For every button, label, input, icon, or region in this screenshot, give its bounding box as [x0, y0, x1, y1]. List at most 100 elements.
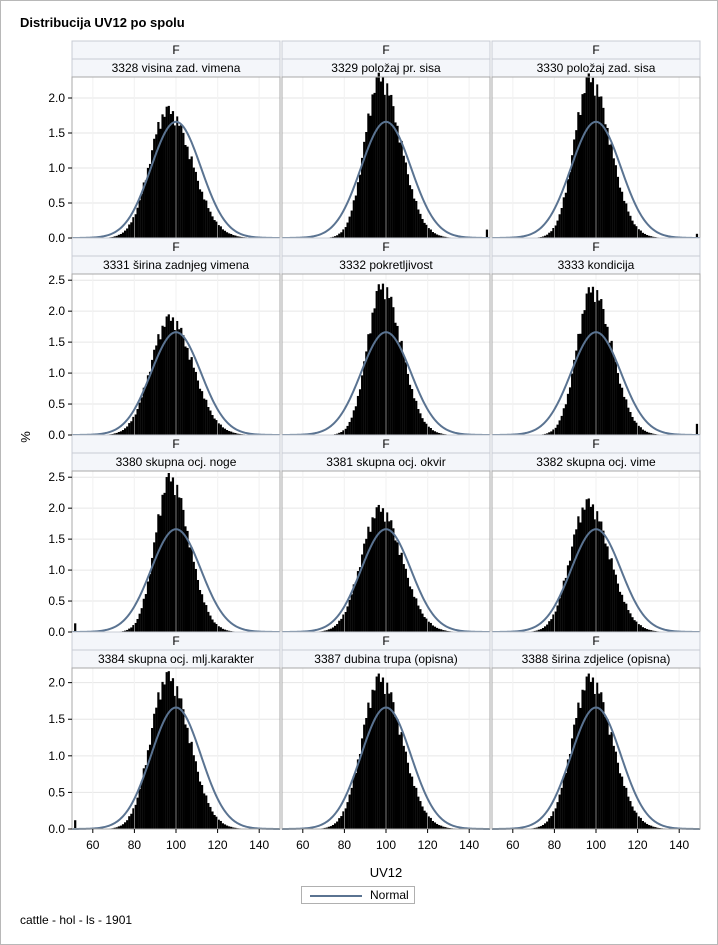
histogram-bar	[392, 702, 395, 829]
histogram-bar	[344, 611, 347, 632]
histogram-bar	[186, 530, 189, 632]
histogram-bar	[417, 209, 420, 238]
histogram-bar	[126, 426, 129, 435]
histogram-bar	[209, 410, 212, 435]
histogram-bar	[552, 811, 555, 829]
histogram-bar	[562, 580, 565, 632]
histogram-bar	[148, 574, 152, 632]
histogram-bar	[444, 236, 447, 238]
histogram-bar	[589, 292, 592, 435]
histogram-bar	[196, 180, 200, 238]
histogram-bar	[552, 429, 555, 435]
histogram-bar	[354, 195, 358, 238]
histogram-bar	[161, 681, 164, 829]
y-tick-label: 2.0	[48, 91, 65, 105]
histogram-bar	[200, 191, 204, 238]
facet-trait-label: 3328 visina zad. vimena	[112, 61, 241, 75]
histogram-bar	[373, 690, 376, 829]
histogram-bar	[132, 217, 135, 238]
histogram-bar	[602, 702, 605, 829]
histogram-bar	[342, 430, 345, 435]
histogram-bar	[173, 125, 177, 238]
histogram-bar	[546, 433, 549, 435]
histogram-bar	[173, 495, 177, 632]
histogram-bar	[134, 214, 137, 238]
x-tick-label: 60	[506, 838, 520, 852]
histogram-bar	[329, 826, 333, 829]
histogram-bar	[203, 793, 206, 829]
histogram-bar	[550, 619, 553, 632]
histogram-bar	[371, 689, 374, 829]
histogram-bar	[620, 387, 624, 435]
histogram-bar	[421, 613, 424, 632]
histogram-bar	[138, 789, 141, 829]
histogram-bar	[113, 433, 116, 435]
histogram-bar	[546, 624, 549, 632]
histogram-bar	[186, 727, 189, 829]
histogram-bar	[334, 236, 337, 238]
histogram-bar	[375, 676, 378, 829]
histogram-bar	[533, 827, 536, 829]
histogram-bar	[390, 692, 393, 829]
histogram-bar	[344, 808, 347, 829]
histogram-bar	[188, 359, 191, 435]
histogram-bar	[178, 497, 181, 632]
histogram-bar	[435, 432, 439, 435]
histogram-bar	[367, 526, 370, 632]
histogram-bar	[344, 428, 347, 435]
histogram-bar	[608, 734, 611, 829]
histogram-bar	[377, 284, 380, 435]
histogram-bar	[392, 106, 395, 238]
histogram-bar	[363, 724, 366, 829]
histogram-bar	[398, 342, 401, 435]
histogram-bar	[440, 825, 443, 829]
histogram-bar	[209, 806, 212, 829]
normal-curve	[492, 331, 700, 436]
histogram-bar	[126, 629, 129, 632]
histogram-bar	[438, 432, 441, 435]
histogram-bar	[579, 114, 582, 238]
histogram-bar	[350, 787, 353, 829]
histogram-bar	[596, 290, 599, 435]
histogram-bar	[138, 613, 141, 632]
histogram-bar	[115, 235, 118, 238]
histogram-bar	[643, 233, 647, 238]
histogram-bar	[331, 627, 335, 632]
histogram-bar	[614, 165, 617, 238]
y-tick-label: 0.5	[48, 397, 65, 411]
histogram-bar	[176, 320, 179, 435]
histogram-bar	[223, 824, 227, 829]
histogram-bar	[336, 821, 339, 829]
histogram-bar	[192, 367, 195, 435]
histogram-bar	[215, 221, 218, 238]
histogram-bar	[232, 432, 235, 435]
histogram-bar	[593, 95, 597, 238]
histogram-bar	[568, 560, 572, 632]
histogram-bar	[221, 823, 224, 829]
histogram-bar	[340, 432, 343, 435]
histogram-bar	[394, 322, 397, 435]
histogram-bar	[583, 93, 586, 238]
histogram-bar	[402, 355, 405, 435]
histogram-bar	[176, 484, 179, 632]
histogram-bar	[352, 410, 355, 435]
histogram-bar	[566, 179, 570, 238]
histogram-bar	[587, 673, 590, 829]
histogram-bar	[383, 94, 387, 238]
facet-sex-label: F	[382, 634, 389, 648]
y-tick-label: 0.0	[48, 428, 65, 442]
histogram-bar	[581, 94, 584, 238]
histogram-bar	[535, 630, 538, 632]
histogram-bar	[219, 424, 222, 435]
histogram-bar	[342, 614, 345, 632]
histogram-bar	[654, 630, 657, 632]
histogram-bar	[625, 399, 628, 435]
histogram-bar	[566, 565, 570, 632]
histogram-bar	[435, 234, 439, 238]
histogram-bar	[153, 542, 156, 632]
histogram-bar	[410, 589, 414, 632]
y-tick-label: 1.5	[48, 712, 65, 726]
y-tick-label: 1.5	[48, 532, 65, 546]
histogram-bar	[336, 624, 339, 632]
histogram-bar	[240, 236, 243, 238]
